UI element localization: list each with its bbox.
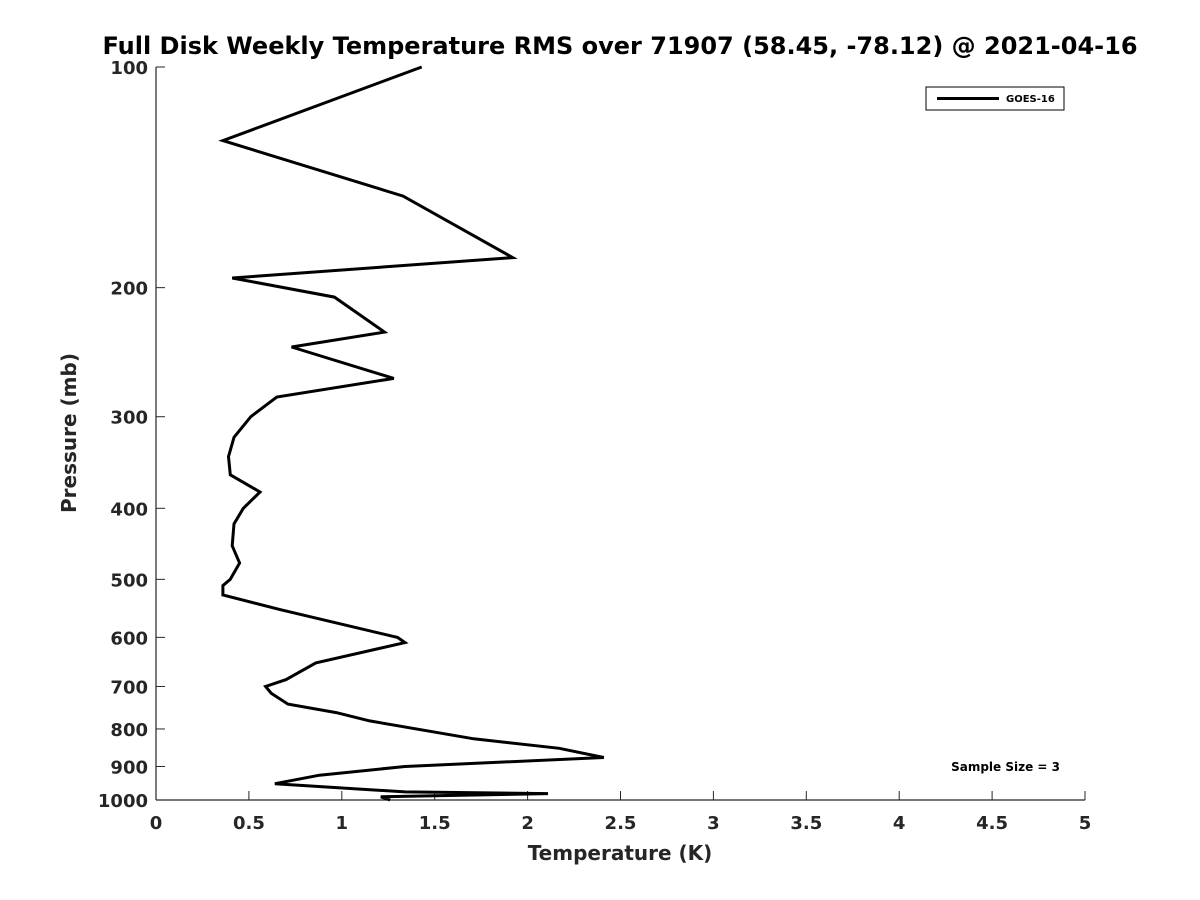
- sample-size-annotation: Sample Size = 3: [951, 760, 1060, 774]
- chart-title: Full Disk Weekly Temperature RMS over 71…: [102, 32, 1137, 60]
- y-tick-label: 900: [110, 757, 148, 778]
- legend: GOES-16: [925, 86, 1065, 111]
- x-tick-label: 1: [336, 813, 349, 834]
- x-tick-label: 3: [707, 813, 720, 834]
- x-axis-ticks: 0 0.5 1 1.5 2 2.5 3 3.5 4 4.5 5: [150, 791, 1092, 834]
- y-tick-label: 200: [110, 279, 148, 300]
- x-tick-label: 2: [521, 813, 534, 834]
- x-tick-label: 2.5: [605, 813, 637, 834]
- x-tick-label: 4.5: [976, 813, 1008, 834]
- x-tick-label: 3.5: [790, 813, 822, 834]
- plot-area: [156, 67, 1085, 800]
- x-tick-label: 0: [150, 813, 163, 834]
- x-tick-label: 5: [1079, 813, 1092, 834]
- y-tick-label: 600: [110, 628, 148, 649]
- series-layer: [218, 65, 605, 802]
- y-tick-label: 500: [110, 570, 148, 591]
- y-tick-label: 300: [110, 408, 148, 429]
- x-tick-label: 4: [893, 813, 906, 834]
- x-tick-label: 1.5: [419, 813, 451, 834]
- y-tick-label: 100: [110, 58, 148, 79]
- y-tick-label: 700: [110, 677, 148, 698]
- y-axis-ticks: 100 200 300 400 500 600 700 800 900 1000: [98, 58, 165, 812]
- series-line-goes-16: [218, 65, 605, 802]
- y-tick-label: 1000: [98, 791, 148, 812]
- legend-label-goes-16: GOES-16: [1006, 94, 1055, 105]
- x-tick-label: 0.5: [233, 813, 265, 834]
- x-axis-label: Temperature (K): [528, 841, 713, 865]
- y-tick-label: 400: [110, 499, 148, 520]
- y-axis-label: Pressure (mb): [57, 353, 81, 513]
- y-tick-label: 800: [110, 720, 148, 741]
